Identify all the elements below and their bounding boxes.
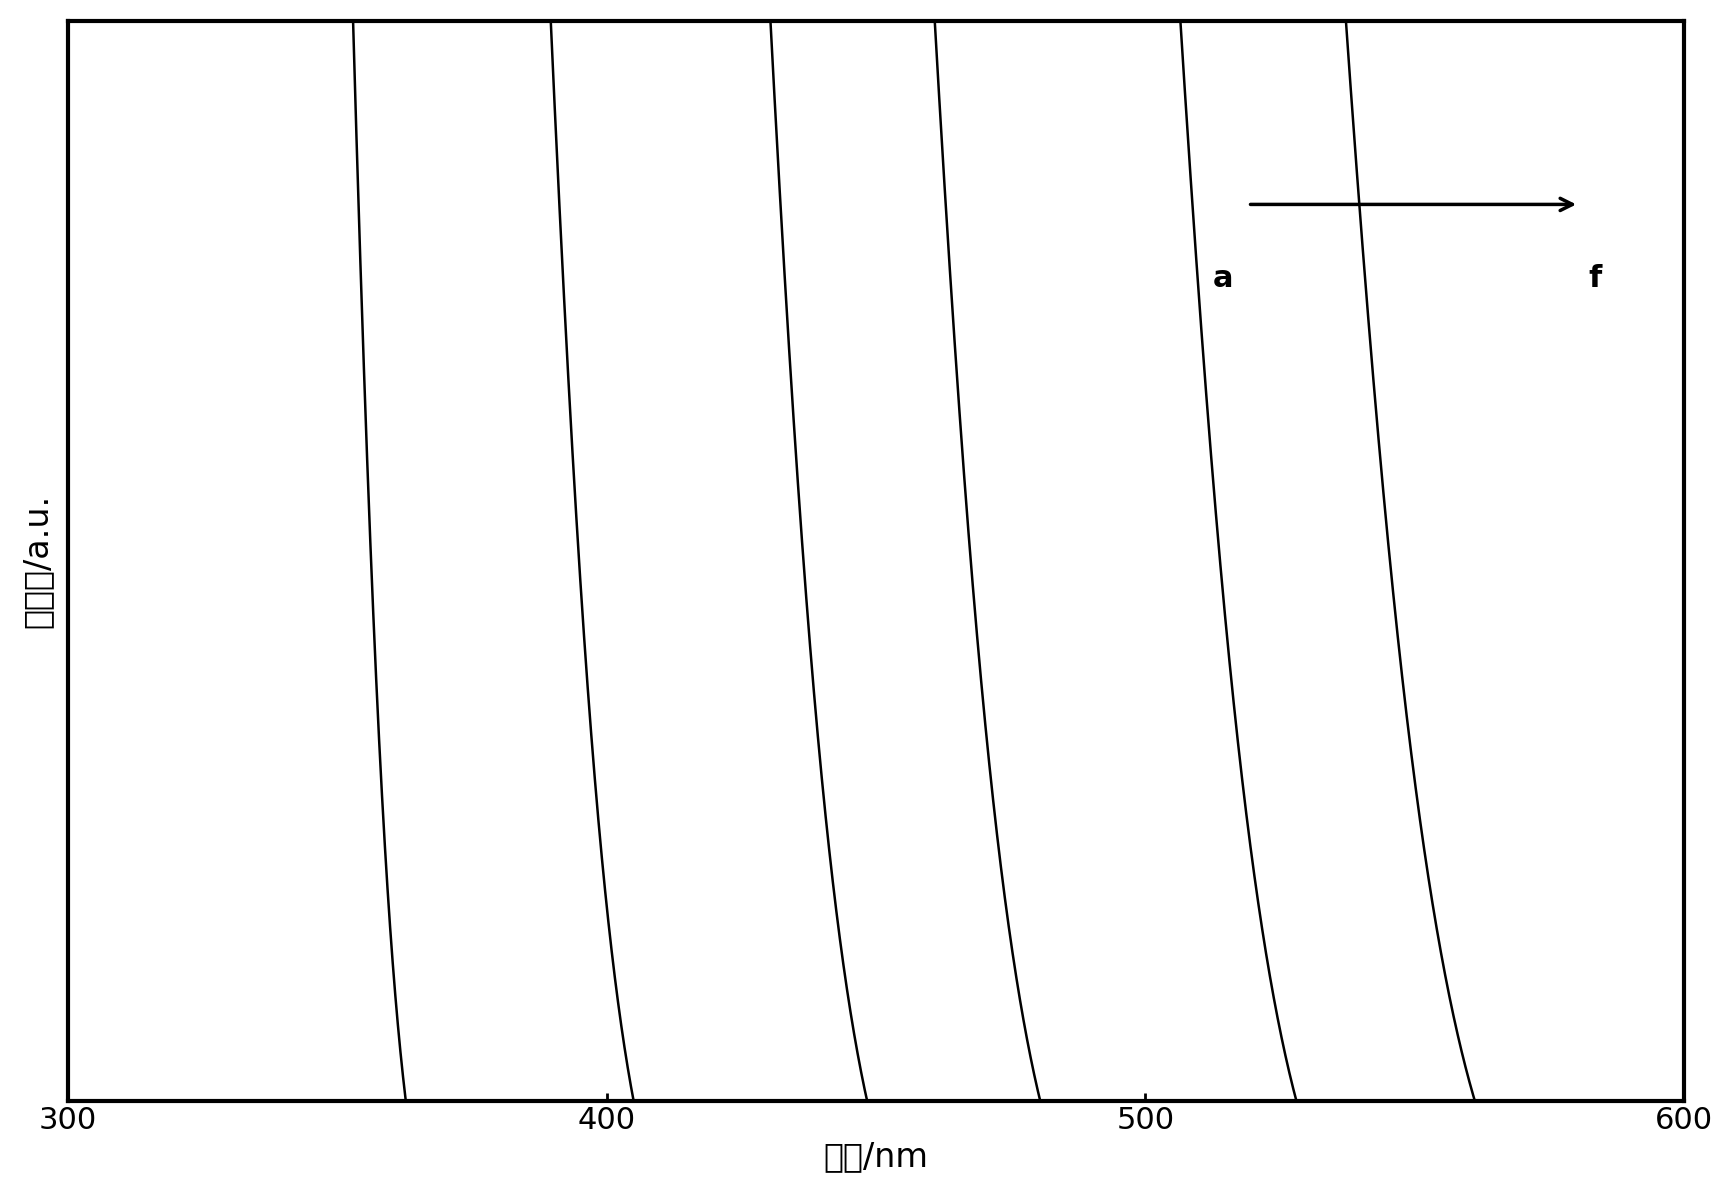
Text: a: a <box>1214 264 1233 293</box>
X-axis label: 波长/nm: 波长/nm <box>824 1140 928 1174</box>
Y-axis label: 吸光率/a.u.: 吸光率/a.u. <box>21 493 54 628</box>
Text: f: f <box>1588 264 1602 293</box>
